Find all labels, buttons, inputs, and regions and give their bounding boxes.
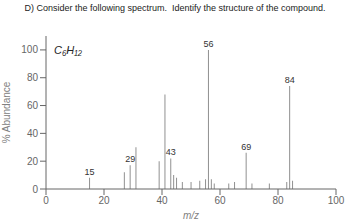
svg-text:20: 20 bbox=[98, 195, 110, 206]
html-text:C₆H₁₂: C₆H₁₂ bbox=[54, 44, 82, 56]
svg-text:100: 100 bbox=[328, 195, 342, 206]
svg-text:0: 0 bbox=[43, 195, 49, 206]
svg-text:15: 15 bbox=[85, 167, 95, 177]
svg-text:m/z: m/z bbox=[183, 210, 199, 221]
svg-text:60: 60 bbox=[27, 100, 39, 111]
svg-text:84: 84 bbox=[285, 75, 295, 85]
svg-text:40: 40 bbox=[27, 128, 39, 139]
svg-text:56: 56 bbox=[203, 39, 213, 49]
svg-text:80: 80 bbox=[27, 72, 39, 83]
svg-text:29: 29 bbox=[125, 154, 135, 164]
html-text:D) Consider the following spec: D) Consider the following spectrum. Iden… bbox=[24, 3, 326, 13]
svg-text:% Abundance: % Abundance bbox=[8, 81, 12, 143]
svg-text:69: 69 bbox=[241, 142, 251, 152]
svg-text:100: 100 bbox=[21, 44, 38, 55]
svg-text:40: 40 bbox=[156, 195, 168, 206]
svg-text:20: 20 bbox=[27, 156, 39, 167]
svg-text:0: 0 bbox=[32, 184, 38, 195]
svg-text:60: 60 bbox=[214, 195, 226, 206]
svg-text:43: 43 bbox=[166, 147, 176, 157]
svg-text:80: 80 bbox=[272, 195, 284, 206]
